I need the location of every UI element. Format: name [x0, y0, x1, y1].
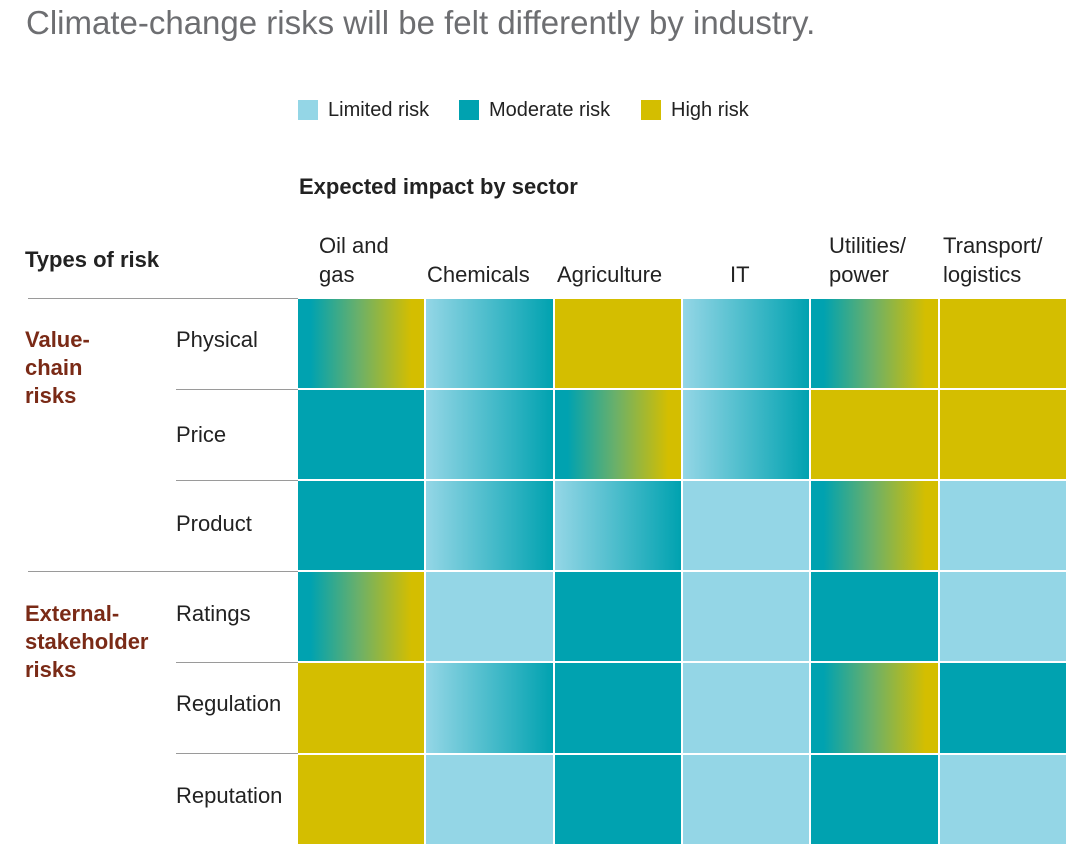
group-label-value-chain: Value- chain risks [25, 327, 90, 408]
divider-row [176, 389, 298, 390]
heatmap-cell [811, 572, 938, 661]
heatmap-cell [940, 572, 1066, 661]
heatmap-cell [298, 481, 424, 570]
column-label: IT [730, 262, 750, 287]
column-header-it: IT [730, 229, 858, 289]
heatmap-cell [298, 755, 424, 844]
group-label-external-stakeholder: External- stakeholder risks [25, 601, 149, 682]
row-label-ratings: Ratings [176, 601, 251, 626]
heatmap-cell [811, 390, 938, 479]
heatmap-cell [426, 390, 553, 479]
heatmap-cell [426, 572, 553, 661]
legend-swatch-high [641, 100, 661, 120]
column-label: Chemicals [427, 262, 530, 287]
legend-swatch-limited [298, 100, 318, 120]
legend-label-moderate: Moderate risk [489, 99, 611, 121]
column-header-agriculture: Agriculture [557, 229, 685, 289]
heatmap-cell [683, 390, 809, 479]
legend-label-limited: Limited risk [328, 99, 430, 121]
column-label: Oil and gas [319, 233, 389, 287]
divider-row [176, 480, 298, 481]
row-label-price: Price [176, 422, 227, 447]
heatmap-cell [811, 663, 938, 753]
column-label: Utilities/ power [829, 233, 907, 287]
chart-title: Climate-change risks will be felt differ… [26, 4, 816, 41]
heatmap-cell [683, 572, 809, 661]
heatmap-cell [555, 390, 681, 479]
divider-row [176, 662, 298, 663]
heatmap-cell [555, 299, 681, 388]
divider-group [28, 571, 298, 572]
row-label-physical: Physical [176, 327, 258, 352]
heatmap-cell [940, 755, 1066, 844]
heatmap-cell [555, 481, 681, 570]
row-label-regulation: Regulation [176, 691, 282, 716]
heatmap-cell [683, 663, 809, 753]
column-header-transport: Transport/ logistics [943, 229, 1071, 289]
column-label: Agriculture [557, 262, 663, 287]
heatmap-cell [940, 663, 1066, 753]
heatmap-cell [426, 755, 553, 844]
x-header: Expected impact by sector [299, 174, 578, 199]
heatmap-cell [426, 481, 553, 570]
heatmap-cell [811, 299, 938, 388]
heatmap-cell [298, 572, 424, 661]
heatmap-cell [426, 663, 553, 753]
heatmap-cell [811, 481, 938, 570]
column-header-utilities: Utilities/ power [829, 229, 957, 289]
heatmap-cell [555, 663, 681, 753]
heatmap-cell [683, 755, 809, 844]
heatmap-cell [811, 755, 938, 844]
heatmap-cell [683, 299, 809, 388]
heatmap-cell [683, 481, 809, 570]
row-label-reputation: Reputation [176, 783, 283, 808]
column-header-chemicals: Chemicals [427, 229, 555, 289]
row-label-product: Product [176, 511, 252, 536]
divider-top [28, 298, 298, 299]
heatmap-cell [940, 299, 1066, 388]
column-label: Transport/ logistics [943, 233, 1043, 287]
heatmap-cell [426, 299, 553, 388]
legend-label-high: High risk [671, 99, 749, 121]
heatmap-cell [940, 390, 1066, 479]
legend-swatch-moderate [459, 100, 479, 120]
heatmap-cell [940, 481, 1066, 570]
y-header: Types of risk [25, 247, 160, 272]
heatmap-cell [298, 390, 424, 479]
heatmap-cell [555, 572, 681, 661]
heatmap-cell [298, 663, 424, 753]
divider-row [176, 753, 298, 754]
heatmap-cell [555, 755, 681, 844]
column-header-oil-gas: Oil and gas [319, 229, 447, 289]
heatmap-cell [298, 299, 424, 388]
